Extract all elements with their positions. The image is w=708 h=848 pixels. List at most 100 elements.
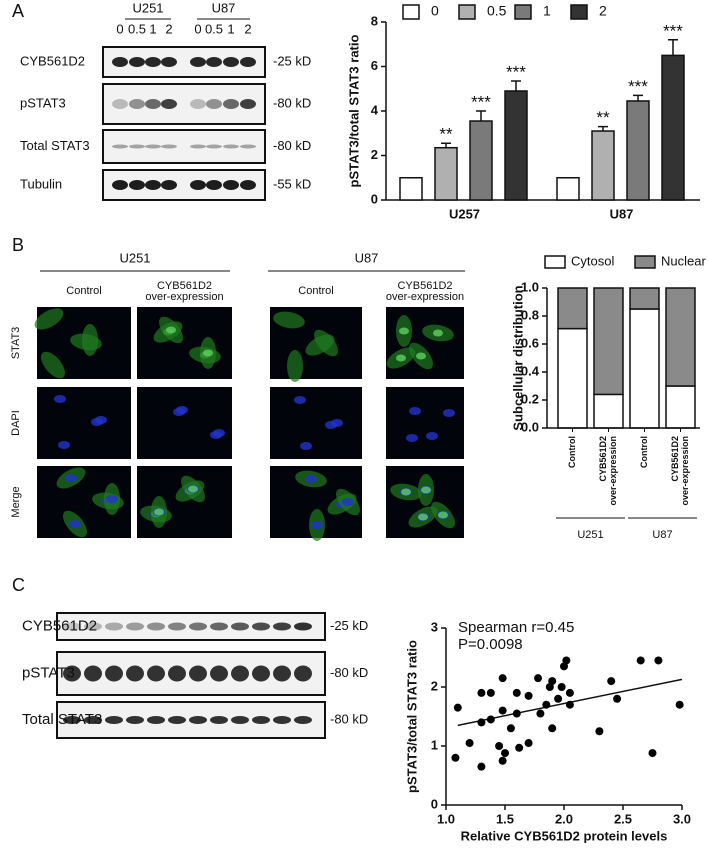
blot-band <box>273 716 291 724</box>
nucleus-stat3 <box>188 485 198 493</box>
blot-band <box>223 144 239 149</box>
point <box>648 749 657 758</box>
blot-row-label: CYB561D2 <box>22 617 97 634</box>
point <box>486 688 495 697</box>
nucleus-stat3 <box>421 486 431 494</box>
y-tick-label: 0.4 <box>521 363 540 378</box>
nucleus <box>294 396 306 404</box>
error-bar <box>668 39 678 56</box>
point <box>465 739 474 748</box>
blot-band <box>273 622 291 631</box>
x-tick-label: CYB561D2 <box>598 436 608 482</box>
error-bar <box>476 110 486 122</box>
micrograph <box>270 387 362 459</box>
blot-band <box>145 180 161 190</box>
blot-band <box>190 99 206 109</box>
blot-band <box>189 622 207 631</box>
blot-band <box>168 716 186 724</box>
y-tick-label: 2 <box>431 678 438 693</box>
nucleus <box>213 429 225 437</box>
nucleus-stat3 <box>396 354 406 362</box>
cell <box>273 311 305 329</box>
blot-band <box>210 665 228 682</box>
lane-label: 1 <box>227 21 234 36</box>
bar-segment <box>665 287 696 387</box>
point <box>562 656 571 665</box>
significance: *** <box>506 62 526 81</box>
blot-band <box>240 180 256 190</box>
bar-segment <box>629 287 660 310</box>
blot-band <box>145 57 161 67</box>
nucleus-stat3 <box>166 326 176 334</box>
blot-band <box>189 665 207 682</box>
nucleus <box>300 442 312 450</box>
blot-band <box>63 622 81 631</box>
blot-band <box>223 180 239 190</box>
blot-group: U251 <box>132 0 163 15</box>
point <box>675 700 684 709</box>
image-column-label: over-expression <box>145 291 223 303</box>
blot-band <box>240 99 256 109</box>
point <box>654 656 663 665</box>
blot-size: -80 kD <box>330 665 368 680</box>
y-axis-label: pSTAT3/total STAT3 ratio <box>404 640 419 793</box>
legend-label: 1 <box>543 3 551 19</box>
blot-band <box>147 665 165 682</box>
y-tick-label: 0.8 <box>521 307 539 322</box>
lane-label: 0 <box>194 21 201 36</box>
bar-segment <box>557 287 588 330</box>
nucleus <box>443 409 455 417</box>
nucleus-stat3 <box>433 329 443 337</box>
cell <box>82 324 98 356</box>
point <box>595 727 604 736</box>
blot-band <box>210 622 228 631</box>
y-tick-label: 3 <box>431 619 438 634</box>
lane-label: 0 <box>116 21 123 36</box>
legend-swatch <box>514 4 532 20</box>
point <box>636 656 645 665</box>
nucleus-stat3 <box>416 352 426 360</box>
micrograph <box>137 387 232 459</box>
blot-group: U87 <box>212 0 236 15</box>
point <box>554 694 563 703</box>
blot-band <box>206 99 222 109</box>
nucleus <box>106 495 118 503</box>
blot-band <box>206 144 222 149</box>
nucleus <box>305 475 317 483</box>
blot-band <box>84 622 102 631</box>
blot-band <box>161 57 177 67</box>
point <box>613 694 622 703</box>
point <box>498 756 507 765</box>
y-tick-label: 1.0 <box>521 279 539 294</box>
blot-size: -80 kD <box>273 138 311 153</box>
blot-band <box>231 622 249 631</box>
blot-band <box>112 57 128 67</box>
group-label: U251 <box>577 529 603 541</box>
panel-letter: B <box>12 235 24 255</box>
error-bar <box>441 142 451 148</box>
point <box>498 674 507 683</box>
point <box>548 724 557 733</box>
point <box>565 700 574 709</box>
bar-segment <box>557 327 588 429</box>
point <box>536 709 545 718</box>
blot-row-label: Tubulin <box>20 176 62 191</box>
lane-label: 0.5 <box>128 21 146 36</box>
bar-segment <box>629 308 660 429</box>
blot-band <box>126 622 144 631</box>
nucleus <box>331 419 343 427</box>
nucleus <box>58 441 70 449</box>
x-tick-label: Control <box>567 436 577 468</box>
blot-band <box>231 665 249 682</box>
blot-band <box>240 57 256 67</box>
x-tick-label: U87 <box>610 206 634 221</box>
bar <box>556 177 580 201</box>
y-axis-label: Subcellular distribution <box>510 285 525 430</box>
point <box>506 724 515 733</box>
blot-band <box>252 622 270 631</box>
point <box>453 703 462 712</box>
blot-band <box>210 716 228 724</box>
image-row-label: DAPI <box>10 410 22 436</box>
blot-row-label: Total STAT3 <box>22 711 102 728</box>
image-row-label: Merge <box>10 486 22 517</box>
